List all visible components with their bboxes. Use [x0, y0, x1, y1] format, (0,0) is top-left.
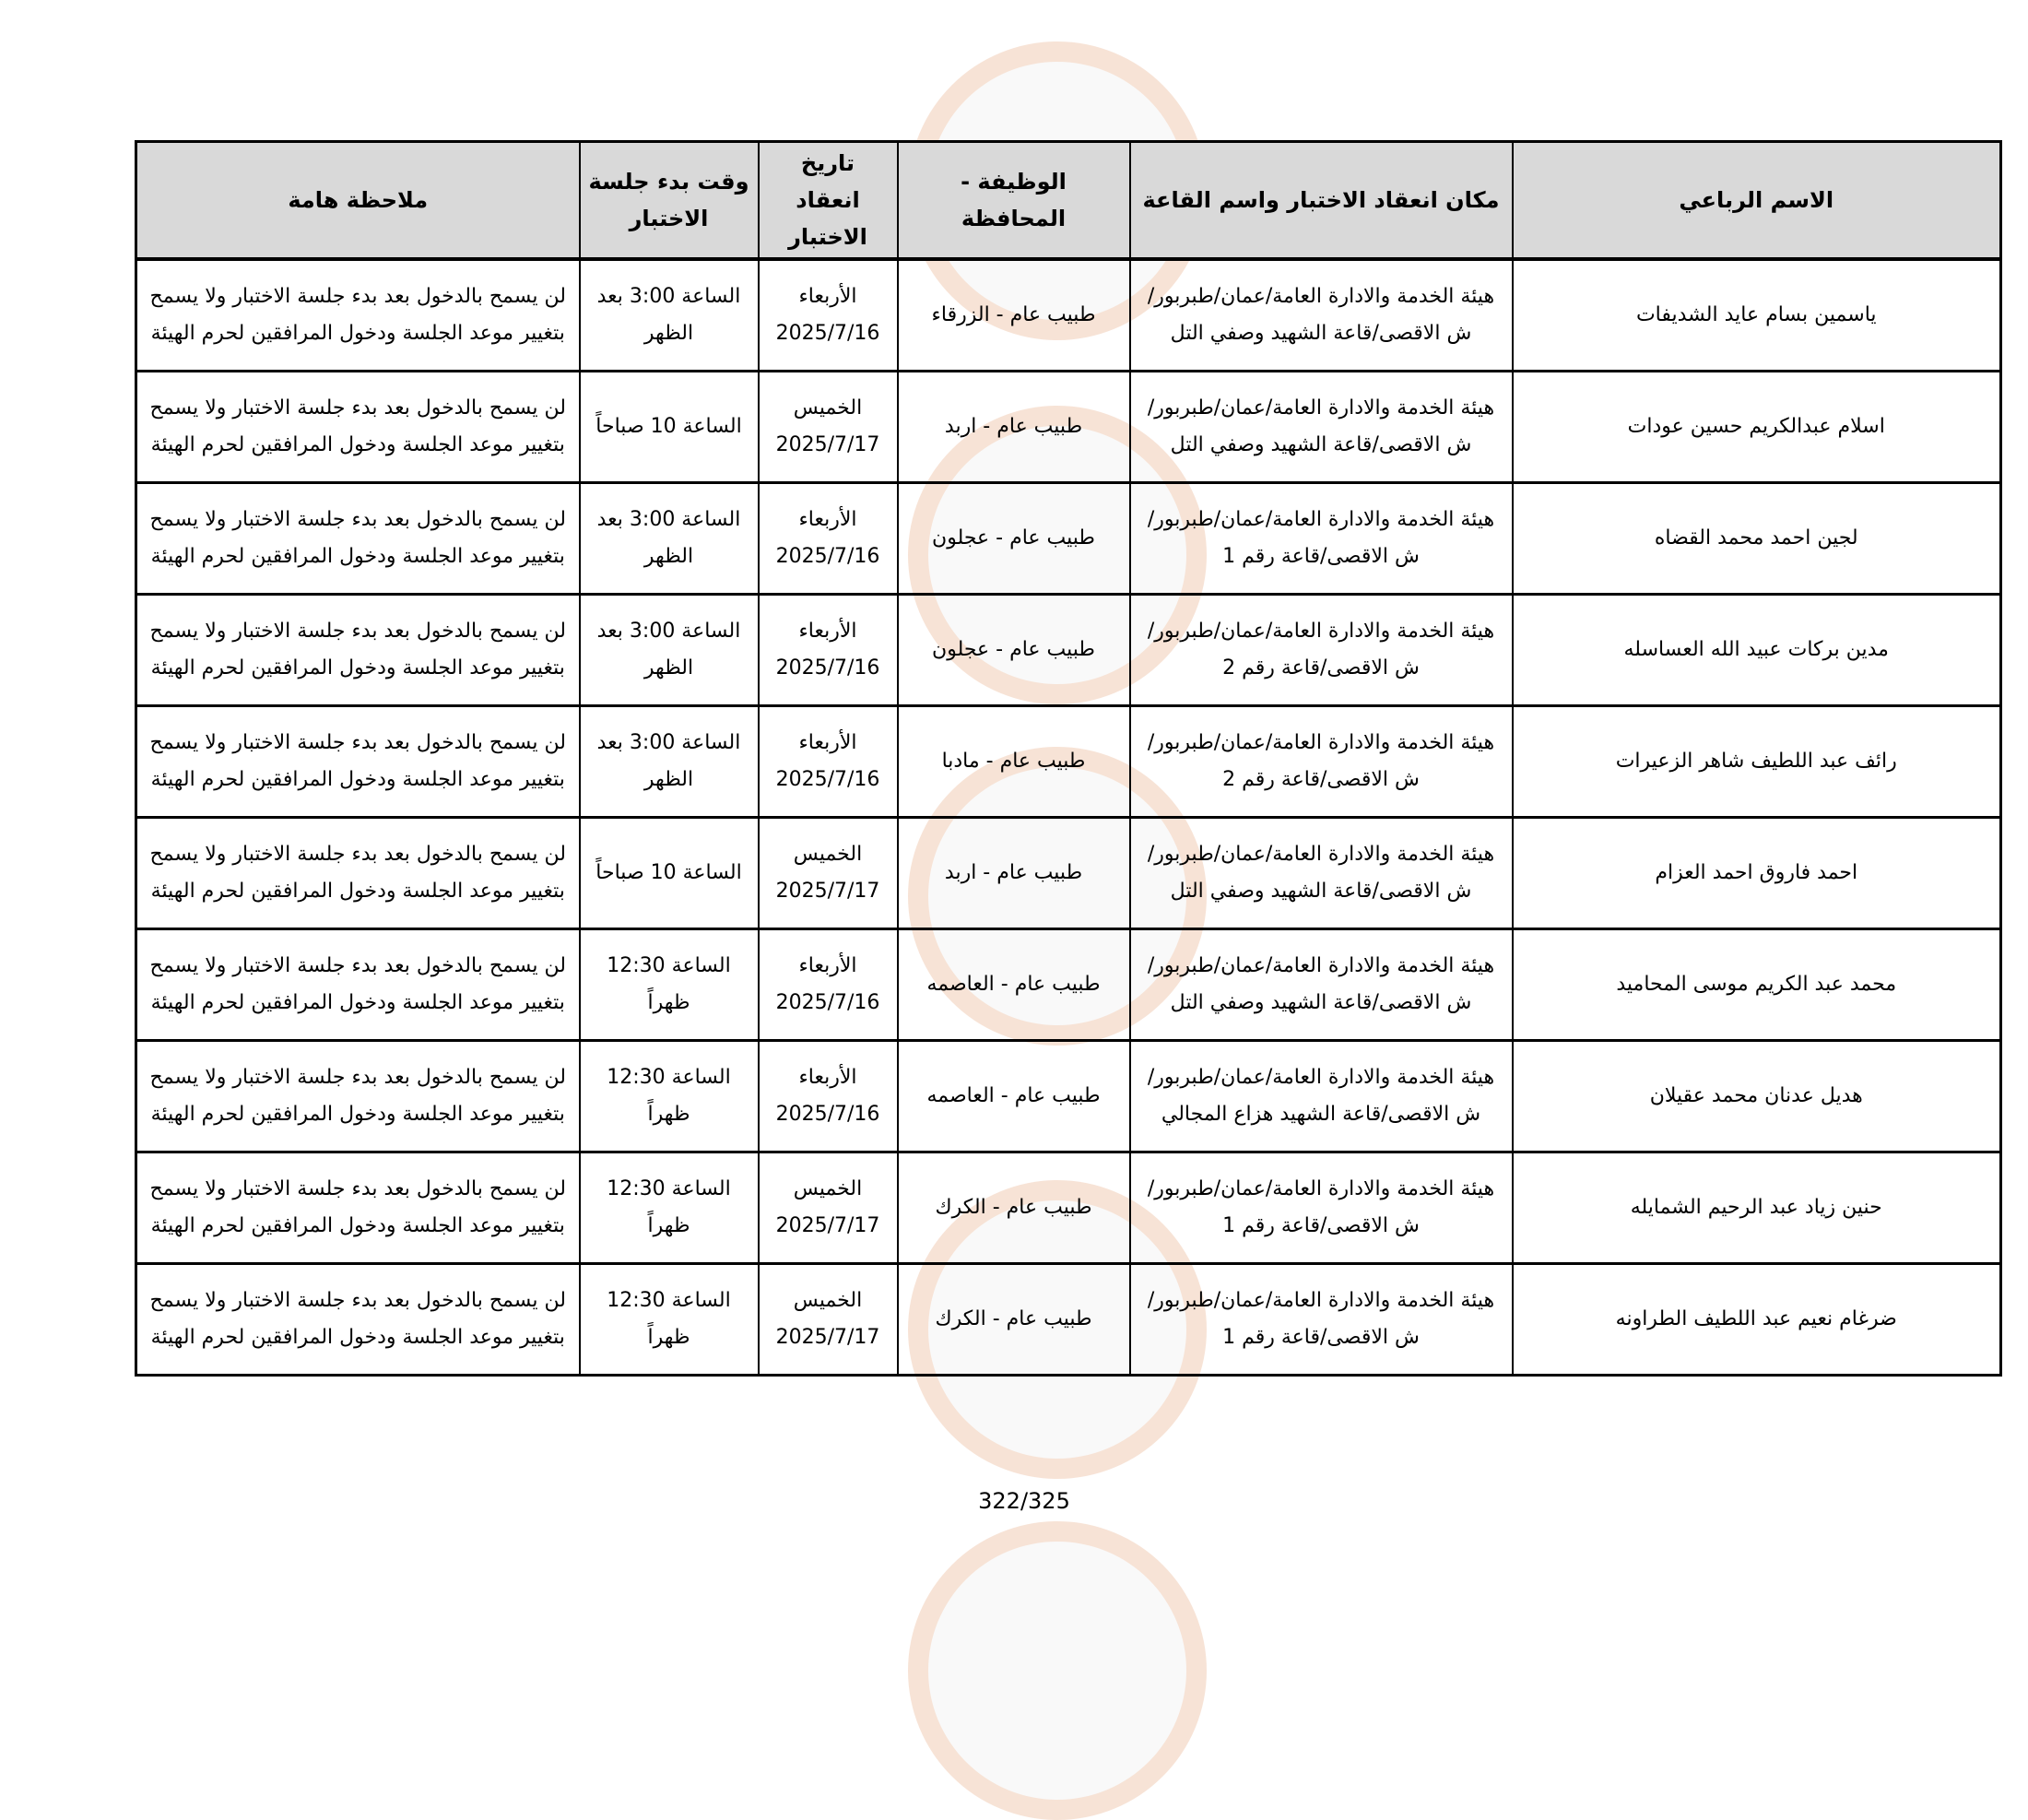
table-row: محمد عبد الكريم موسى المحاميد هيئة الخدمة… — [135, 928, 2002, 1042]
cell-location: هيئة الخدمة والادارة العامة/عمان/طبربور/… — [1128, 1039, 1514, 1153]
cell-time: الساعة 12:30 ظهراً — [578, 928, 760, 1042]
cell-location: هيئة الخدمة والادارة العامة/عمان/طبربور/… — [1128, 1151, 1514, 1265]
cell-location: هيئة الخدمة والادارة العامة/عمان/طبربور/… — [1128, 370, 1514, 484]
table-row: مدين بركات عبيد الله العساسله هيئة الخدمة… — [135, 593, 2002, 707]
table-row: حنين زياد عبد الرحيم الشمايله هيئة الخدمة… — [135, 1151, 2002, 1265]
cell-location: هيئة الخدمة والادارة العامة/عمان/طبربور/… — [1128, 704, 1514, 819]
cell-note: لن يسمح بالدخول بعد بدء جلسة الاختبار ول… — [135, 928, 581, 1042]
cell-name: ياسمين بسام عايد الشديفات — [1511, 258, 2002, 372]
cell-job: طبيب عام - مادبا — [896, 704, 1131, 819]
table-row: احمد فاروق احمد العزام هيئة الخدمة والادا… — [135, 816, 2002, 930]
page-number: 322/325 — [978, 1488, 1070, 1514]
cell-time: الساعة 3:00 بعد الظهر — [578, 258, 760, 372]
cell-time: الساعة 12:30 ظهراً — [578, 1151, 760, 1265]
header-job: الوظيفة - المحافظة — [896, 140, 1131, 261]
cell-note: لن يسمح بالدخول بعد بدء جلسة الاختبار ول… — [135, 1151, 581, 1265]
cell-location: هيئة الخدمة والادارة العامة/عمان/طبربور/… — [1128, 816, 1514, 930]
table-row: لجين احمد محمد القضاه هيئة الخدمة والادار… — [135, 481, 2002, 596]
header-time: وقت بدء جلسة الاختبار — [578, 140, 760, 261]
cell-location: هيئة الخدمة والادارة العامة/عمان/طبربور/… — [1128, 481, 1514, 596]
cell-location: هيئة الخدمة والادارة العامة/عمان/طبربور/… — [1128, 1262, 1514, 1377]
cell-date: الأربعاء 2025/7/16 — [757, 704, 899, 819]
cell-job: طبيب عام - العاصمه — [896, 928, 1131, 1042]
cell-note: لن يسمح بالدخول بعد بدء جلسة الاختبار ول… — [135, 1262, 581, 1377]
cell-date: الأربعاء 2025/7/16 — [757, 258, 899, 372]
header-location: مكان انعقاد الاختبار واسم القاعة — [1128, 140, 1514, 261]
table-header-row: الاسم الرباعي مكان انعقاد الاختبار واسم … — [135, 140, 2002, 261]
cell-job: طبيب عام - عجلون — [896, 593, 1131, 707]
header-note: ملاحظة هامة — [135, 140, 581, 261]
cell-time: الساعة 3:00 بعد الظهر — [578, 481, 760, 596]
cell-note: لن يسمح بالدخول بعد بدء جلسة الاختبار ول… — [135, 370, 581, 484]
cell-name: محمد عبد الكريم موسى المحاميد — [1511, 928, 2002, 1042]
cell-date: الخميس 2025/7/17 — [757, 1151, 899, 1265]
cell-time: الساعة 10 صباحاً — [578, 816, 760, 930]
cell-job: طبيب عام - الكرك — [896, 1151, 1131, 1265]
table-row: اسلام عبدالكريم حسين عودات هيئة الخدمة وا… — [135, 370, 2002, 484]
cell-job: طبيب عام - اربد — [896, 370, 1131, 484]
cell-date: الأربعاء 2025/7/16 — [757, 1039, 899, 1153]
cell-note: لن يسمح بالدخول بعد بدء جلسة الاختبار ول… — [135, 1039, 581, 1153]
watermark-clock-icon — [908, 1521, 1207, 1820]
cell-name: هديل عدنان محمد عقيلان — [1511, 1039, 2002, 1153]
exam-schedule-table: الاسم الرباعي مكان انعقاد الاختبار واسم … — [135, 140, 2002, 1377]
cell-name: مدين بركات عبيد الله العساسله — [1511, 593, 2002, 707]
cell-date: الأربعاء 2025/7/16 — [757, 593, 899, 707]
cell-location: هيئة الخدمة والادارة العامة/عمان/طبربور/… — [1128, 258, 1514, 372]
cell-date: الخميس 2025/7/17 — [757, 370, 899, 484]
cell-job: طبيب عام - العاصمه — [896, 1039, 1131, 1153]
cell-time: الساعة 3:00 بعد الظهر — [578, 704, 760, 819]
cell-date: الخميس 2025/7/17 — [757, 816, 899, 930]
cell-time: الساعة 12:30 ظهراً — [578, 1262, 760, 1377]
cell-date: الخميس 2025/7/17 — [757, 1262, 899, 1377]
cell-name: احمد فاروق احمد العزام — [1511, 816, 2002, 930]
cell-name: حنين زياد عبد الرحيم الشمايله — [1511, 1151, 2002, 1265]
cell-note: لن يسمح بالدخول بعد بدء جلسة الاختبار ول… — [135, 704, 581, 819]
header-date: تاريخ انعقاد الاختبار — [757, 140, 899, 261]
cell-note: لن يسمح بالدخول بعد بدء جلسة الاختبار ول… — [135, 593, 581, 707]
table-row: ضرغام نعيم عبد اللطيف الطراونه هيئة الخدم… — [135, 1262, 2002, 1377]
cell-name: اسلام عبدالكريم حسين عودات — [1511, 370, 2002, 484]
cell-time: الساعة 3:00 بعد الظهر — [578, 593, 760, 707]
cell-name: لجين احمد محمد القضاه — [1511, 481, 2002, 596]
cell-note: لن يسمح بالدخول بعد بدء جلسة الاختبار ول… — [135, 481, 581, 596]
cell-job: طبيب عام - الكرك — [896, 1262, 1131, 1377]
cell-name: ضرغام نعيم عبد اللطيف الطراونه — [1511, 1262, 2002, 1377]
cell-location: هيئة الخدمة والادارة العامة/عمان/طبربور/… — [1128, 928, 1514, 1042]
cell-job: طبيب عام - اربد — [896, 816, 1131, 930]
cell-location: هيئة الخدمة والادارة العامة/عمان/طبربور/… — [1128, 593, 1514, 707]
cell-note: لن يسمح بالدخول بعد بدء جلسة الاختبار ول… — [135, 816, 581, 930]
table-row: رائف عبد اللطيف شاهر الزعيرات هيئة الخدمة… — [135, 704, 2002, 819]
cell-date: الأربعاء 2025/7/16 — [757, 481, 899, 596]
cell-note: لن يسمح بالدخول بعد بدء جلسة الاختبار ول… — [135, 258, 581, 372]
cell-job: طبيب عام - الزرقاء — [896, 258, 1131, 372]
header-name: الاسم الرباعي — [1511, 140, 2002, 261]
cell-name: رائف عبد اللطيف شاهر الزعيرات — [1511, 704, 2002, 819]
table-row: ياسمين بسام عايد الشديفات هيئة الخدمة وال… — [135, 258, 2002, 372]
table-row: هديل عدنان محمد عقيلان هيئة الخدمة والادا… — [135, 1039, 2002, 1153]
cell-time: الساعة 12:30 ظهراً — [578, 1039, 760, 1153]
cell-time: الساعة 10 صباحاً — [578, 370, 760, 484]
cell-date: الأربعاء 2025/7/16 — [757, 928, 899, 1042]
cell-job: طبيب عام - عجلون — [896, 481, 1131, 596]
